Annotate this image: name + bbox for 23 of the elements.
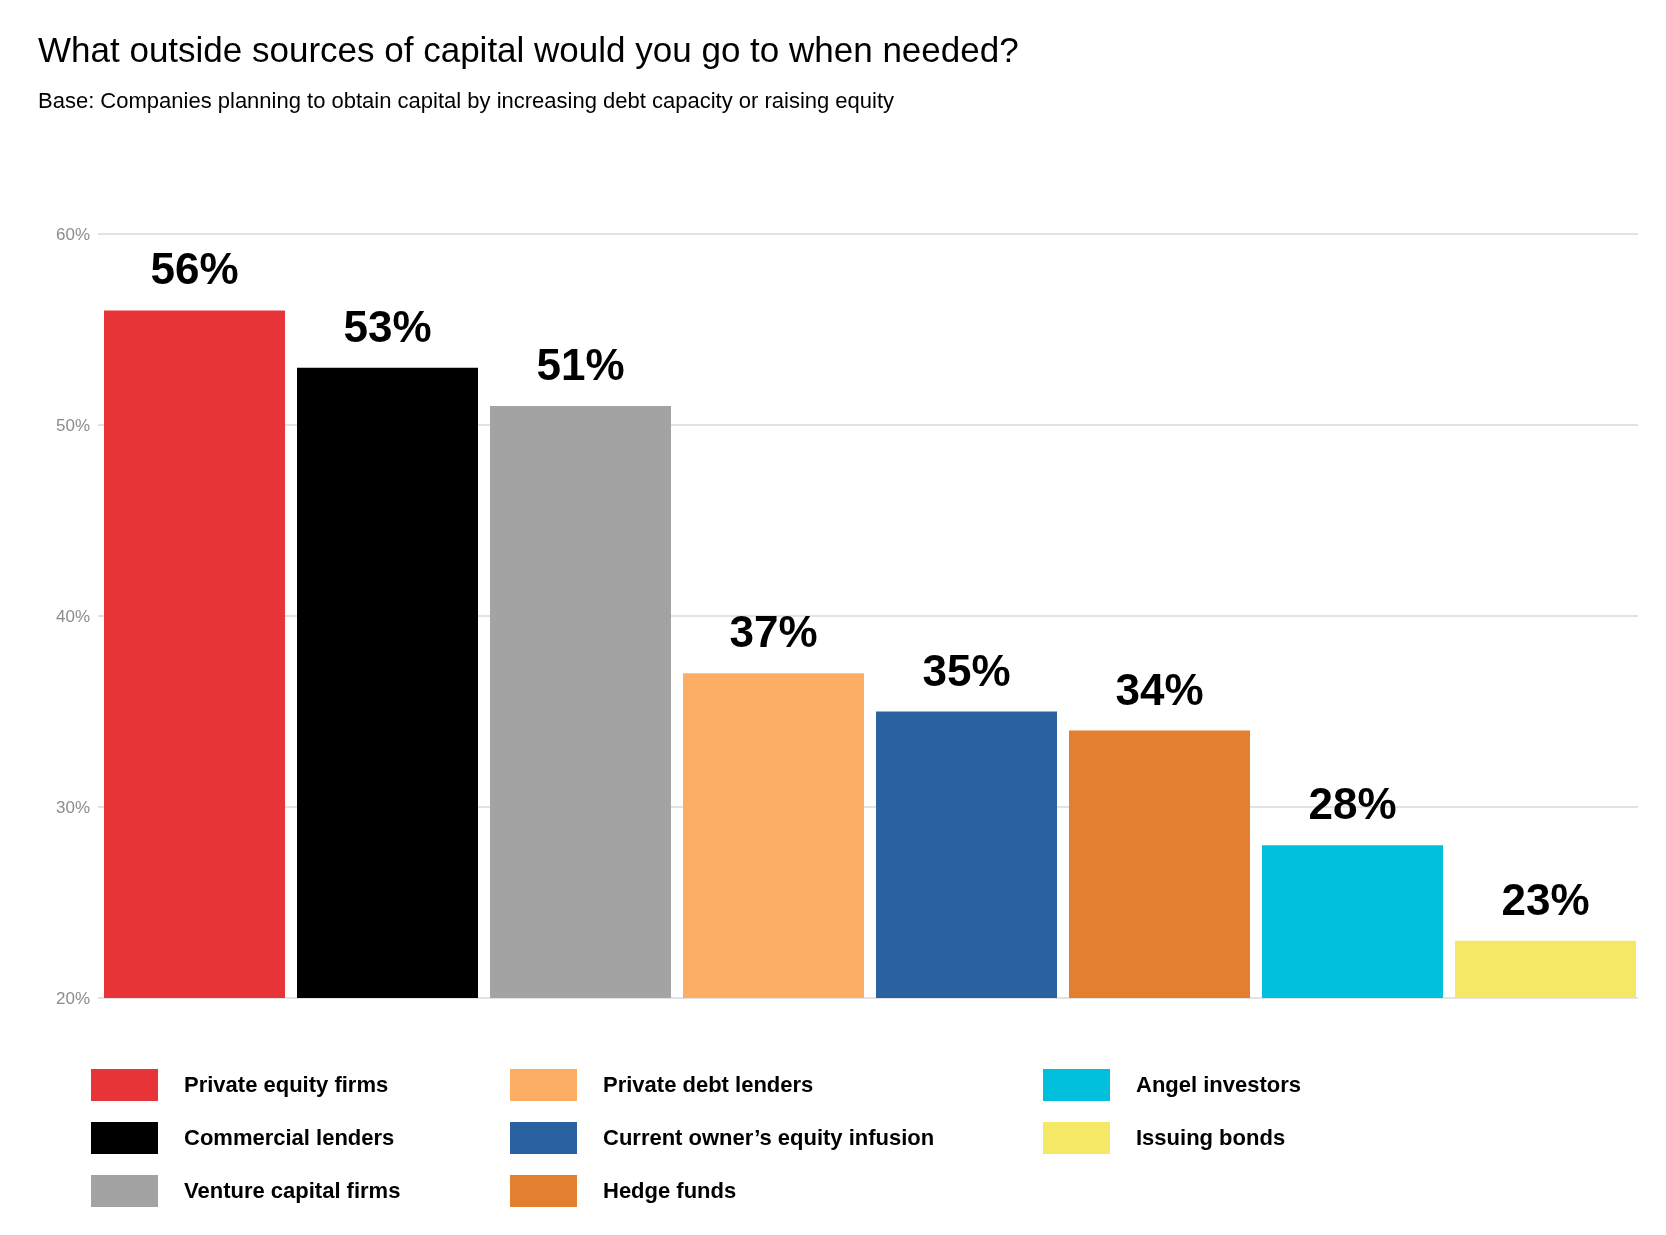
data-label: 35% xyxy=(922,645,1011,695)
chart-title: What outside sources of capital would you go to when needed? xyxy=(38,30,1019,70)
legend-label: Private debt lenders xyxy=(603,1071,814,1098)
legend-label: Venture capital firms xyxy=(184,1177,401,1204)
y-tick-label: 50% xyxy=(55,416,90,436)
legend-label: Private equity firms xyxy=(184,1071,389,1098)
y-tick-label: 20% xyxy=(55,989,90,1009)
data-label: 23% xyxy=(1501,874,1590,924)
data-label: 56% xyxy=(150,244,239,294)
y-tick-label: 60% xyxy=(55,225,90,245)
data-label: 37% xyxy=(729,607,818,657)
legend-label: Commercial lenders xyxy=(184,1124,395,1151)
legend-label: Current owner’s equity infusion xyxy=(603,1124,935,1151)
legend-label: Hedge funds xyxy=(603,1177,737,1204)
data-label: 51% xyxy=(536,339,625,389)
legend-label: Angel investors xyxy=(1136,1071,1302,1098)
data-label: 28% xyxy=(1308,779,1397,829)
y-tick-label: 40% xyxy=(55,607,90,627)
data-label: 53% xyxy=(343,301,432,351)
legend-label: Issuing bonds xyxy=(1136,1124,1286,1151)
y-tick-label: 30% xyxy=(55,798,90,818)
data-label: 34% xyxy=(1115,664,1204,714)
chart-subtitle: Base: Companies planning to obtain capital by increasing debt capacity or raising equity xyxy=(38,88,895,114)
